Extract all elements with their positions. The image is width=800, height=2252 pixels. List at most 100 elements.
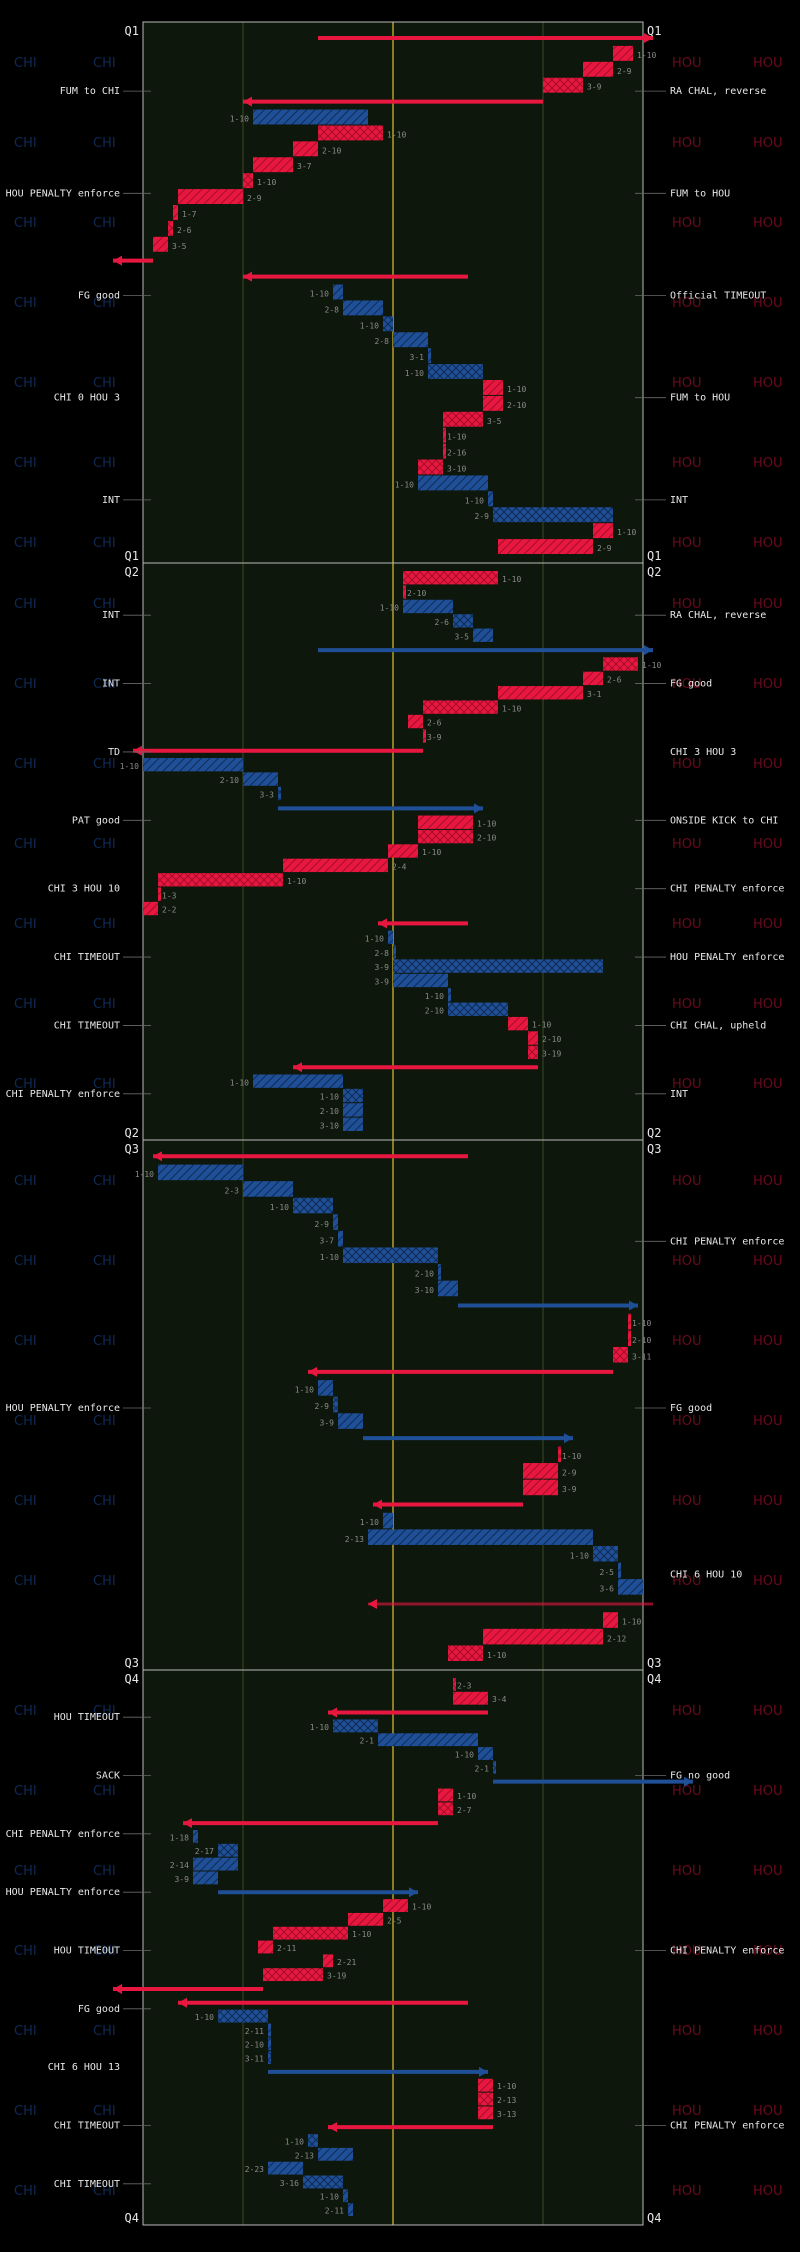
team-watermark-chi: CHI: [93, 1494, 116, 1509]
team-watermark-hou: HOU: [753, 1494, 783, 1509]
event-label: CHI PENALTY enforce: [6, 1089, 120, 1100]
down-distance-label: 1-3: [162, 891, 177, 900]
down-distance-label: 2-10: [245, 2041, 264, 2050]
team-watermark-chi: CHI: [14, 757, 37, 772]
play-bar: [158, 1164, 243, 1181]
play-bar: [343, 1103, 363, 1117]
play-bar: [478, 2106, 493, 2120]
event-label: HOU PENALTY enforce: [6, 188, 120, 199]
event-label: CHI PENALTY enforce: [670, 2121, 784, 2132]
play-bar: [383, 1512, 393, 1529]
play-bar: [318, 125, 383, 141]
play-bar: [418, 459, 443, 475]
quarter-label: Q4: [125, 1672, 139, 1686]
play-bar: [368, 1529, 593, 1545]
play-bar: [243, 1181, 293, 1197]
play-bar: [523, 1463, 558, 1479]
play-bar: [478, 2078, 493, 2092]
play-bar: [333, 1719, 378, 1733]
down-distance-label: 2-10: [542, 1035, 561, 1044]
play-bar: [403, 599, 453, 614]
down-distance-label: 3-7: [320, 1236, 335, 1245]
play-bar: [558, 1446, 561, 1463]
play-bar: [158, 887, 161, 901]
play-bar: [338, 1230, 343, 1247]
down-distance-label: 2-23: [245, 2165, 264, 2174]
play-bar: [253, 157, 293, 173]
event-label: CHI PENALTY enforce: [670, 884, 784, 895]
down-distance-label: 3-9: [175, 1875, 190, 1884]
down-distance-label: 2-11: [325, 2207, 344, 2216]
play-bar: [388, 844, 418, 858]
event-label: CHI TIMEOUT: [54, 2179, 120, 2190]
down-distance-label: 2-13: [497, 2096, 516, 2105]
team-watermark-hou: HOU: [753, 837, 783, 852]
team-watermark-hou: HOU: [672, 1414, 702, 1429]
event-label: HOU PENALTY enforce: [6, 1887, 120, 1898]
down-distance-label: 1-10: [570, 1551, 589, 1560]
team-watermark-hou: HOU: [672, 296, 702, 311]
down-distance-label: 3-9: [427, 733, 442, 742]
down-distance-label: 3-5: [172, 242, 187, 251]
team-watermark-hou: HOU: [753, 1944, 783, 1959]
down-distance-label: 1-10: [365, 934, 384, 943]
team-watermark-hou: HOU: [672, 56, 702, 71]
team-watermark-hou: HOU: [672, 216, 702, 231]
play-bar: [253, 109, 368, 125]
down-distance-label: 2-9: [315, 1402, 330, 1411]
team-watermark-chi: CHI: [14, 917, 37, 932]
down-distance-label: 2-1: [475, 1764, 490, 1773]
play-bar: [268, 2023, 271, 2037]
play-bar: [628, 1313, 631, 1330]
down-distance-label: 2-2: [162, 906, 177, 915]
quarter-label: Q2: [125, 565, 139, 579]
play-bar: [593, 523, 613, 539]
down-distance-label: 1-10: [617, 528, 636, 537]
down-distance-label: 3-6: [600, 1585, 615, 1594]
play-bar: [483, 395, 503, 411]
down-distance-label: 3-9: [320, 1419, 335, 1428]
team-watermark-chi: CHI: [93, 917, 116, 932]
kick-arrowhead: [378, 918, 387, 929]
down-distance-label: 2-21: [337, 1958, 356, 1967]
play-bar: [583, 61, 613, 77]
team-watermark-hou: HOU: [753, 56, 783, 71]
down-distance-label: 1-10: [320, 1093, 339, 1102]
team-watermark-chi: CHI: [93, 757, 116, 772]
quarter-label: Q4: [647, 2211, 661, 2225]
down-distance-label: 1-10: [320, 2193, 339, 2202]
down-distance-label: 1-10: [387, 130, 406, 139]
down-distance-label: 2-8: [375, 949, 390, 958]
team-watermark-chi: CHI: [14, 1334, 37, 1349]
team-watermark-chi: CHI: [14, 2184, 37, 2199]
play-bar: [378, 1733, 478, 1747]
down-distance-label: 1-10: [477, 819, 496, 828]
quarter-label: Q1: [647, 549, 661, 563]
event-label: Official TIMEOUT: [670, 291, 766, 302]
play-bar: [603, 657, 638, 671]
play-bar: [273, 1926, 348, 1940]
play-bar: [343, 1117, 363, 1131]
team-watermark-hou: HOU: [753, 677, 783, 692]
event-label: INT: [102, 679, 120, 690]
play-bar: [618, 1562, 621, 1579]
kick-arrowhead: [629, 1300, 638, 1311]
team-watermark-hou: HOU: [672, 1864, 702, 1879]
play-bar: [528, 1031, 538, 1045]
play-bar: [393, 973, 448, 988]
play-bar: [343, 300, 383, 316]
play-bar: [613, 45, 633, 61]
down-distance-label: 2-4: [392, 862, 407, 871]
team-watermark-hou: HOU: [753, 2104, 783, 2119]
play-bar: [498, 686, 583, 700]
down-distance-label: 2-16: [447, 449, 466, 458]
team-watermark-hou: HOU: [753, 917, 783, 932]
down-distance-label: 1-10: [320, 1253, 339, 1262]
play-bar: [603, 1612, 618, 1628]
team-watermark-hou: HOU: [672, 597, 702, 612]
play-bar: [143, 901, 158, 916]
team-watermark-chi: CHI: [14, 216, 37, 231]
down-distance-label: 2-10: [477, 834, 496, 843]
event-label: INT: [102, 610, 120, 621]
team-watermark-hou: HOU: [753, 1414, 783, 1429]
